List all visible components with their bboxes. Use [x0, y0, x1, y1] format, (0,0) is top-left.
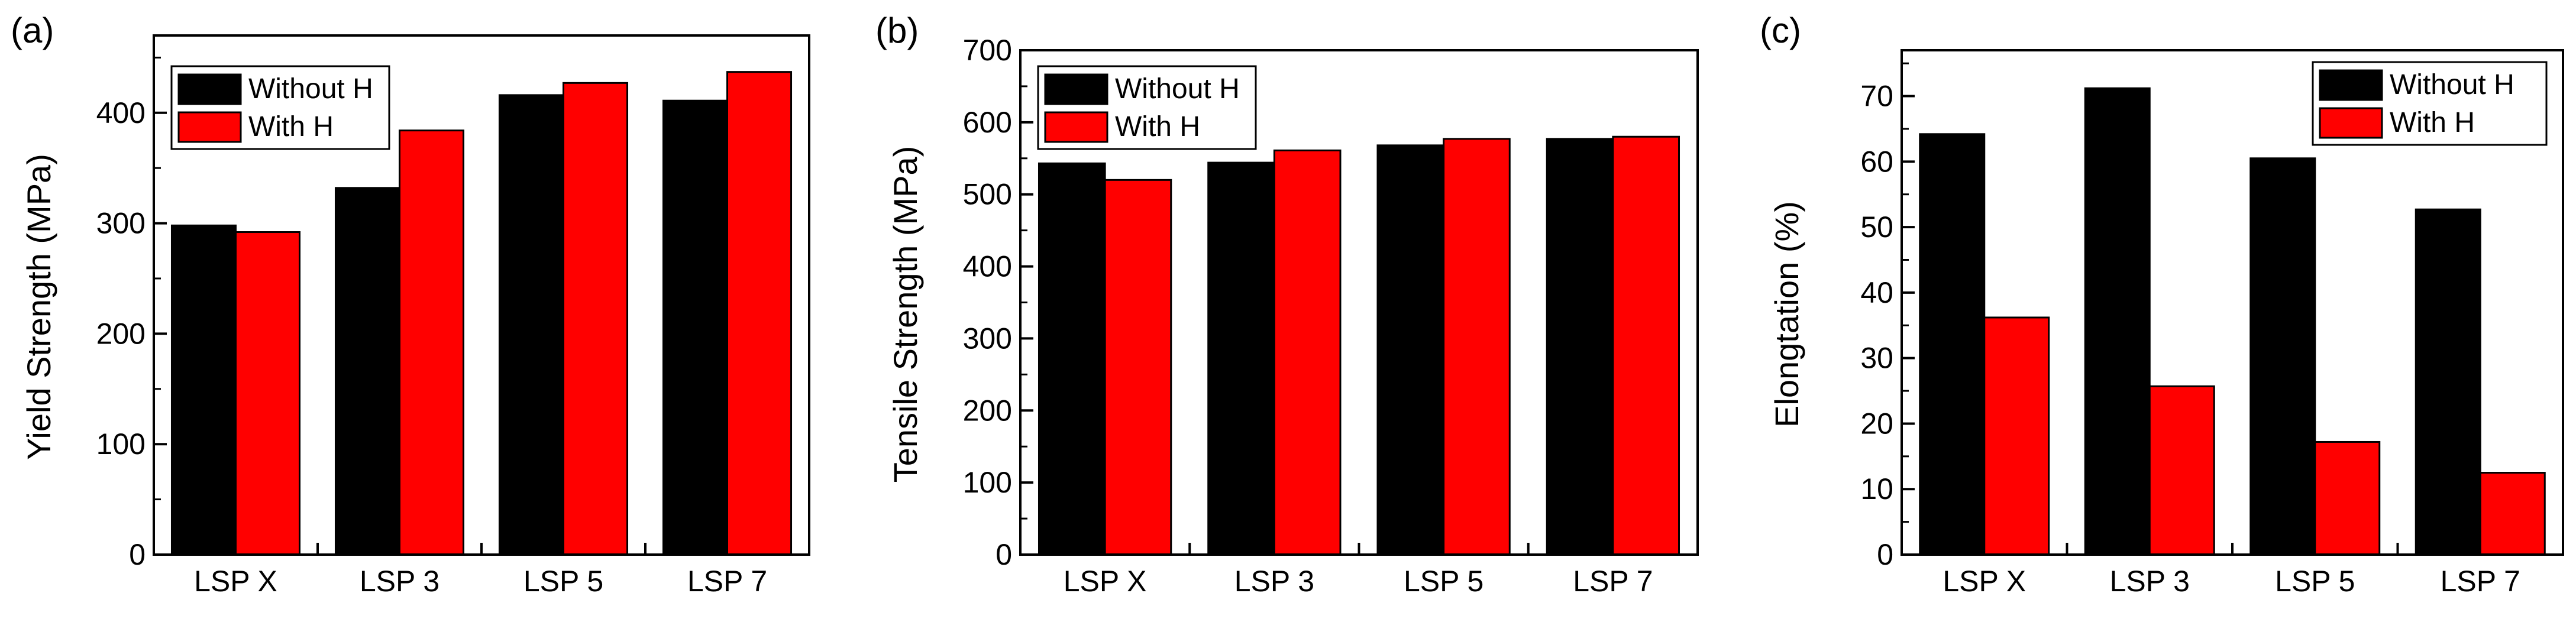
y-tick-label: 200	[963, 394, 1012, 427]
bar-without-h-lsp-x	[1919, 133, 1986, 556]
chart-panel-c: 0 10 20 30 40 50 60 70 LSP X LSP 3 LSP 5 LSP 7 Elong…	[1760, 11, 2564, 598]
y-tick-label: 0	[129, 538, 146, 571]
bar-with-h-lsp-7	[726, 71, 793, 556]
legend-swatch	[177, 73, 242, 105]
y-axis-label: Tensile Strength (MPa)	[887, 146, 924, 483]
y-tick-label: 700	[963, 34, 1012, 67]
y-tick-label: 200	[96, 317, 146, 350]
y-tick-label: 300	[96, 207, 146, 240]
bar-with-h-lsp-7	[1612, 135, 1680, 556]
y-tick-label: 0	[1877, 538, 1893, 571]
x-tick-label: LSP 3	[360, 565, 439, 598]
y-tick-label: 0	[996, 538, 1012, 571]
x-tick-label: LSP 5	[1404, 565, 1483, 598]
bar-without-h-lsp-7	[1546, 138, 1614, 556]
legend-label: With H	[248, 111, 334, 142]
y-tick-label: 400	[963, 250, 1012, 283]
bar-without-h-lsp-x	[1037, 162, 1106, 556]
bar-with-h-lsp-3	[399, 129, 465, 556]
panel-label: (c)	[1760, 11, 1801, 50]
bar-with-h-lsp-5	[2314, 440, 2381, 556]
y-tick-label: 500	[963, 178, 1012, 211]
x-tick-label: LSP 3	[2110, 565, 2190, 598]
x-tick-label: LSP 5	[523, 565, 603, 598]
bar-with-h-lsp-x	[235, 231, 301, 556]
legend-swatch	[1044, 111, 1108, 143]
legend-label: Without H	[2390, 69, 2514, 101]
y-tick-label: 10	[1860, 472, 1893, 506]
y-tick-label: 40	[1860, 276, 1893, 309]
x-tick-label: LSP X	[1064, 565, 1147, 598]
legend-label: Without H	[1115, 73, 1240, 105]
panel-label: (b)	[875, 11, 919, 50]
x-tick-label: LSP X	[194, 565, 277, 598]
panel-label: (a)	[11, 11, 54, 50]
bar-without-h-lsp-5	[2249, 157, 2316, 556]
y-tick-label: 20	[1860, 407, 1893, 440]
x-tick-label: LSP 7	[2441, 565, 2520, 598]
legend: Without H With H	[2312, 61, 2548, 146]
chart-panel-a: 0 100 200 300 400 LSP X LSP 3 LSP 5 LSP 7 Yield S…	[11, 11, 810, 598]
legend-label: With H	[2390, 107, 2475, 138]
bar-without-h-lsp-7	[2415, 208, 2481, 556]
y-tick-label: 70	[1860, 80, 1893, 113]
legend-swatch	[2319, 107, 2383, 139]
legend-swatch	[177, 111, 242, 143]
y-tick-label: 30	[1860, 342, 1893, 375]
x-tick-label: LSP 5	[2275, 565, 2355, 598]
bar-with-h-lsp-x	[1104, 179, 1172, 556]
legend-label: Without H	[248, 73, 373, 105]
legend: Without H With H	[1037, 65, 1257, 150]
y-tick-label: 400	[96, 96, 146, 129]
y-tick-label: 100	[963, 466, 1012, 499]
bar-without-h-lsp-3	[1207, 161, 1275, 556]
y-tick-label: 50	[1860, 210, 1893, 244]
bar-with-h-lsp-3	[2148, 385, 2215, 556]
bar-with-h-lsp-x	[1983, 316, 2050, 556]
bar-without-h-lsp-5	[498, 94, 564, 556]
legend-label: With H	[1115, 111, 1200, 142]
bar-without-h-lsp-7	[662, 99, 728, 556]
x-tick-label: LSP X	[1942, 565, 2026, 598]
chart-panel-b: 0 100 200 300 400 500 600 700 LSP X LSP 3 LSP 5 LSP…	[875, 11, 1699, 598]
bar-with-h-lsp-5	[1443, 138, 1511, 556]
y-tick-label: 600	[963, 106, 1012, 139]
x-tick-label: LSP 3	[1234, 565, 1314, 598]
bar-without-h-lsp-5	[1376, 144, 1445, 556]
y-axis-label: Elongtation (%)	[1768, 201, 1805, 427]
bar-without-h-lsp-3	[2084, 87, 2151, 556]
x-tick-label: LSP 7	[687, 565, 767, 598]
bar-without-h-lsp-3	[334, 187, 400, 556]
y-tick-label: 300	[963, 322, 1012, 355]
y-axis-label: Yield Strength (MPa)	[20, 154, 57, 460]
y-tick-label: 60	[1860, 145, 1893, 178]
legend: Without H With H	[170, 65, 390, 150]
bar-without-h-lsp-x	[170, 224, 237, 556]
x-tick-label: LSP 7	[1573, 565, 1653, 598]
bar-with-h-lsp-5	[563, 82, 629, 556]
bar-with-h-lsp-7	[2479, 472, 2546, 556]
legend-swatch	[1044, 73, 1108, 105]
y-tick-label: 100	[96, 427, 146, 461]
legend-swatch	[2319, 69, 2383, 101]
bar-with-h-lsp-3	[1273, 149, 1342, 556]
